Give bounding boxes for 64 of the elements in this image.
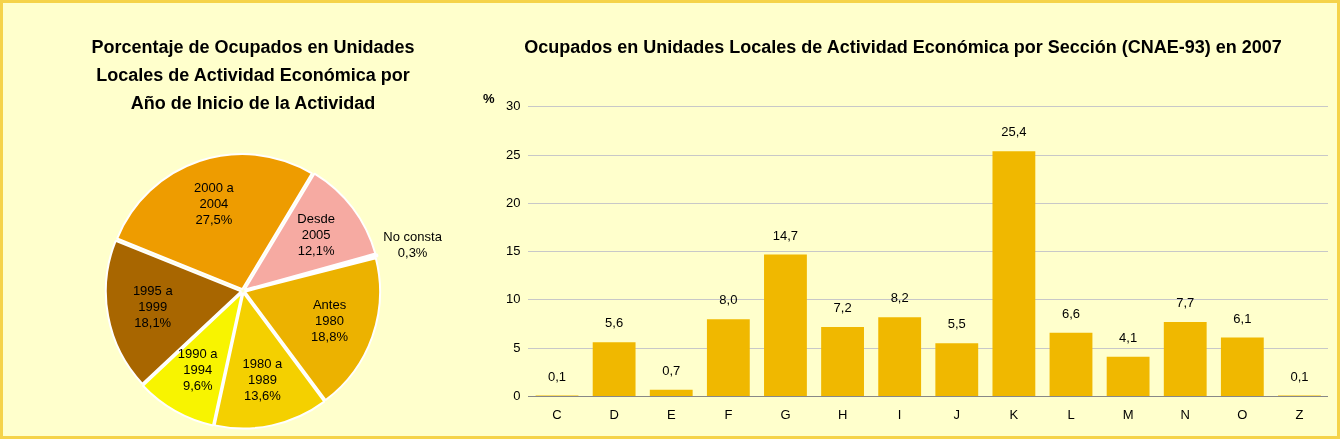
slice-label: 1980 a 1989: [242, 356, 284, 388]
data-label: 18,8%: [311, 329, 349, 345]
bar: [592, 342, 636, 396]
data-label: 6,1: [1233, 310, 1252, 326]
data-label: 7,2: [833, 299, 852, 315]
slice-label: 1995 a 1999: [132, 283, 174, 315]
data-label: 0,1: [547, 368, 567, 384]
data-label: 25,4: [1001, 124, 1027, 140]
x-tick-label: D: [609, 406, 619, 422]
x-tick-label: C: [552, 406, 562, 422]
data-label: 5,6: [605, 315, 624, 331]
x-tick-label: I: [897, 406, 902, 422]
x-tick-label: M: [1122, 406, 1134, 422]
data-label: 5,5: [947, 316, 966, 332]
x-tick-label: G: [780, 406, 791, 422]
bar: [1049, 332, 1093, 396]
data-label: 0,3%: [397, 245, 428, 261]
data-label: 7,7: [1176, 295, 1195, 311]
data-label: 0,1: [1290, 368, 1309, 384]
y-axis-title: %: [483, 91, 495, 106]
y-tick-label: 25: [505, 146, 521, 162]
bar: [992, 151, 1036, 396]
data-label: 8,2: [890, 290, 909, 306]
bar: [706, 319, 750, 396]
x-tick-label: Z: [1295, 406, 1304, 422]
bar: [821, 326, 864, 396]
x-tick-label: N: [1180, 406, 1190, 422]
data-label: 12,1%: [297, 243, 335, 259]
data-label: 4,1: [1119, 329, 1138, 345]
x-tick-label: J: [953, 406, 961, 422]
x-tick-label: L: [1067, 406, 1075, 422]
data-label: 6,6: [1061, 305, 1081, 321]
y-tick-label: 20: [505, 194, 521, 210]
slice-label: Desde 2005: [297, 211, 335, 243]
y-tick-label: 10: [505, 291, 521, 307]
slice-label: 1990 a 1994: [177, 346, 219, 378]
x-tick-label: E: [666, 406, 676, 422]
bar: [1106, 356, 1150, 396]
data-label: 14,7: [772, 227, 799, 243]
data-label: 9,6%: [182, 378, 213, 394]
y-tick-label: 15: [505, 243, 521, 259]
bar: [935, 343, 979, 396]
data-label: 8,0: [719, 292, 738, 308]
x-tick-label: H: [837, 406, 848, 422]
data-label: 13,6%: [243, 388, 282, 404]
slice-label: No consta: [383, 229, 443, 245]
bar: [1220, 337, 1264, 396]
chart-title: Porcentaje de Ocupados en Unidades Locales de Actividad Económica por Año de Inicio de la Actividad: [90, 36, 416, 115]
data-label: 18,1%: [134, 315, 172, 331]
y-tick-label: 30: [505, 98, 521, 114]
data-label: 0,7: [662, 362, 681, 378]
slice-label: 2000 a 2004: [193, 179, 235, 211]
x-tick-label: F: [724, 406, 733, 422]
bar: [878, 317, 922, 396]
x-tick-label: K: [1009, 406, 1019, 422]
slice-label: Antes 1980: [312, 297, 347, 329]
y-tick-label: 5: [513, 339, 521, 355]
data-label: 27,5%: [195, 211, 233, 227]
y-tick-label: 0: [513, 387, 521, 403]
bar: [1163, 322, 1207, 396]
x-tick-label: O: [1237, 406, 1248, 422]
bar: [764, 254, 807, 396]
chart-title: Ocupados en Unidades Locales de Actividad Económica por Sección (CNAE-93) en 2007: [523, 36, 1283, 59]
bar: [649, 389, 693, 396]
